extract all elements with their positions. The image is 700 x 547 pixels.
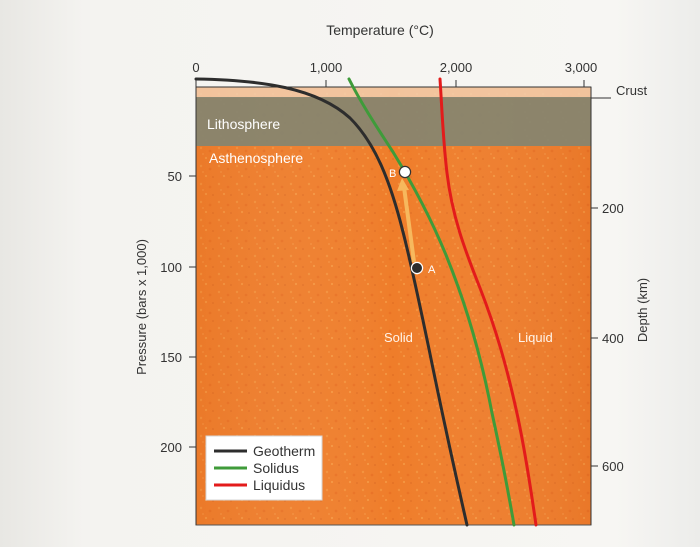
top-axis-label-0: 0 (192, 60, 199, 75)
left-axis-label-50: 50 (168, 169, 182, 184)
liquid-region-label: Liquid (518, 330, 553, 345)
depth-axis-title: Depth (km) (635, 278, 650, 342)
decompression-arrowhead (397, 178, 409, 191)
asthenosphere-label: Asthenosphere (209, 150, 303, 166)
left-axis-label-100: 100 (160, 260, 182, 275)
left-axis-label-150: 150 (160, 350, 182, 365)
top-axis-label-1000: 1,000 (310, 60, 343, 75)
temperature-axis-title: Temperature (°C) (326, 22, 434, 38)
crust-band (196, 87, 591, 98)
right-axis-label-200: 200 (602, 201, 624, 216)
pressure-axis-title: Pressure (bars x 1,000) (134, 239, 149, 375)
solid-region-label: Solid (384, 330, 413, 345)
geotherm-curve (194, 77, 469, 527)
legend-liquidus-label: Liquidus (253, 477, 305, 493)
right-axis-label-600: 600 (602, 459, 624, 474)
point-b-label: B (389, 168, 396, 180)
point-b-marker (398, 165, 412, 179)
point-a-marker (410, 261, 424, 275)
decompression-arrow-shaft (402, 186, 416, 263)
liquidus-curve (438, 77, 538, 527)
right-axis-label-400: 400 (602, 331, 624, 346)
left-axis-label-200: 200 (160, 440, 182, 455)
point-a-label: A (428, 264, 436, 276)
lithosphere-band (196, 97, 591, 146)
lithosphere-label: Lithosphere (207, 116, 280, 132)
legend-geotherm-label: Geotherm (253, 443, 315, 459)
top-axis-label-3000: 3,000 (565, 60, 598, 75)
legend-solidus-label: Solidus (253, 460, 299, 476)
solidus-curve (347, 77, 516, 527)
top-axis-label-2000: 2,000 (440, 60, 473, 75)
crust-label: Crust (616, 83, 647, 98)
